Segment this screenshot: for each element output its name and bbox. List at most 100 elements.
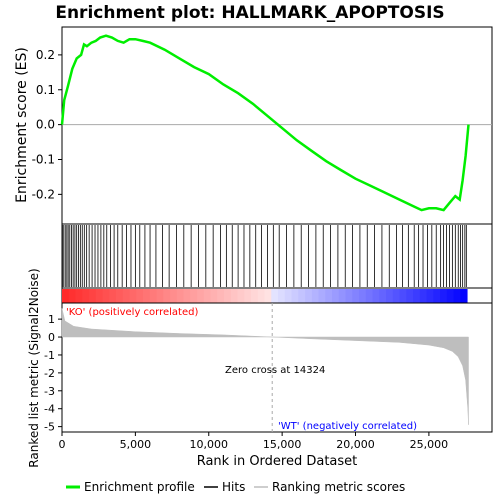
metric-y-ticks: 1 0 -1 -2 -3 -4 -5 bbox=[44, 313, 62, 434]
x-tick-label: 5,000 bbox=[120, 438, 152, 451]
metric-y-axis-label: Ranked list metric (Signal2Noise) bbox=[27, 268, 41, 467]
color-bar-segment bbox=[89, 289, 97, 303]
color-bar-segment bbox=[129, 289, 137, 303]
color-bar-segment bbox=[365, 289, 374, 303]
color-bar-segment bbox=[278, 289, 286, 303]
color-bar-segment bbox=[82, 289, 90, 303]
color-bar-segment bbox=[102, 289, 110, 303]
color-bar-segment bbox=[379, 289, 387, 303]
color-bar-segment bbox=[136, 289, 144, 303]
metric-panel: 1 0 -1 -2 -3 -4 -5 'KO' (positively correlated… bbox=[27, 268, 493, 468]
hits-panel bbox=[61, 223, 493, 289]
color-bar-segment bbox=[406, 289, 414, 303]
color-bar-segment bbox=[75, 289, 83, 303]
wt-label: 'WT' (negatively correlated) bbox=[278, 421, 417, 432]
es-y-tick-label: 0.2 bbox=[36, 48, 55, 62]
es-y-tick-label: 0.1 bbox=[36, 83, 55, 97]
ranking-metric-area bbox=[61, 308, 469, 425]
color-bar-segment bbox=[217, 289, 225, 303]
color-bar-segment bbox=[122, 289, 131, 303]
color-bar-segment bbox=[332, 289, 340, 303]
color-bar-segment bbox=[109, 289, 117, 303]
color-bar-segment bbox=[62, 289, 70, 303]
color-bar-segment bbox=[298, 289, 306, 303]
color-bar-segment bbox=[318, 289, 326, 303]
color-bar-segment bbox=[460, 289, 468, 303]
x-axis-label: Rank in Ordered Dataset bbox=[197, 454, 358, 469]
hit-lines bbox=[62, 225, 467, 287]
color-bar-segments bbox=[62, 289, 468, 303]
es-y-axis-label: Enrichment score (ES) bbox=[14, 47, 30, 203]
color-bar-segment bbox=[251, 289, 259, 303]
metric-y-tick-label: -2 bbox=[44, 367, 55, 380]
enrichment-profile-line bbox=[60, 34, 470, 212]
color-bar-segment bbox=[291, 289, 299, 303]
color-bar-segment bbox=[143, 289, 151, 303]
color-bar-segment bbox=[156, 289, 164, 303]
color-bar-segment bbox=[359, 289, 367, 303]
metric-y-tick-label: -4 bbox=[44, 403, 55, 416]
x-tick-label: 15,000 bbox=[263, 438, 302, 451]
color-bar-segment bbox=[426, 289, 434, 303]
color-bar-segment bbox=[95, 289, 104, 303]
es-y-tick-label: 0.0 bbox=[36, 118, 55, 132]
es-y-tick-label: -0.1 bbox=[32, 152, 55, 166]
color-bar-segment bbox=[453, 289, 461, 303]
metric-y-tick-label: 0 bbox=[48, 331, 55, 344]
color-bar-segment bbox=[392, 289, 401, 303]
es-y-tick-label: -0.2 bbox=[32, 187, 55, 201]
correlation-color-bar bbox=[61, 287, 493, 304]
color-bar-segment bbox=[224, 289, 232, 303]
color-bar-segment bbox=[338, 289, 347, 303]
metric-y-tick-label: -5 bbox=[44, 421, 55, 434]
color-bar-segment bbox=[244, 289, 252, 303]
color-bar-segment bbox=[399, 289, 407, 303]
color-bar-segment bbox=[386, 289, 394, 303]
color-bar-segment bbox=[210, 289, 218, 303]
es-y-ticks: 0.2 0.1 0.0 -0.1 -0.2 bbox=[32, 48, 62, 201]
color-bar-segment bbox=[183, 289, 191, 303]
metric-y-tick-label: -1 bbox=[44, 349, 55, 362]
x-tick-label: 10,000 bbox=[190, 438, 229, 451]
metric-panel-frame bbox=[61, 302, 493, 433]
color-bar-segment bbox=[264, 289, 272, 303]
legend-hits-label: Hits bbox=[222, 480, 245, 494]
legend-profile-label: Enrichment profile bbox=[84, 480, 195, 494]
x-tick-label: 20,000 bbox=[336, 438, 375, 451]
color-bar-segment bbox=[352, 289, 360, 303]
chart-title: Enrichment plot: HALLMARK_APOPTOSIS bbox=[55, 3, 444, 23]
color-bar-segment bbox=[325, 289, 333, 303]
color-bar-segment bbox=[203, 289, 212, 303]
color-bar-segment bbox=[197, 289, 205, 303]
color-bar-segment bbox=[237, 289, 245, 303]
ko-label: 'KO' (positively correlated) bbox=[66, 307, 198, 318]
color-bar-segment bbox=[433, 289, 441, 303]
color-bar-segment bbox=[68, 289, 77, 303]
color-bar-segment bbox=[170, 289, 178, 303]
color-bar-segment bbox=[305, 289, 313, 303]
color-bar-segment bbox=[440, 289, 448, 303]
color-bar-segment bbox=[419, 289, 428, 303]
color-bar-segment bbox=[446, 289, 455, 303]
color-bar-segment bbox=[413, 289, 421, 303]
color-bar-segment bbox=[345, 289, 353, 303]
color-bar-segment bbox=[372, 289, 380, 303]
color-bar-segment bbox=[190, 289, 198, 303]
legend: Enrichment profile Hits Ranking metric s… bbox=[66, 480, 405, 494]
metric-y-tick-label: -3 bbox=[44, 385, 55, 398]
color-bar-segment bbox=[271, 289, 279, 303]
color-bar-segment bbox=[230, 289, 239, 303]
color-bar-segment bbox=[311, 289, 320, 303]
legend-metric-label: Ranking metric scores bbox=[272, 480, 405, 494]
zero-cross-label: Zero cross at 14324 bbox=[225, 365, 325, 376]
x-tick-label: 0 bbox=[59, 438, 66, 451]
color-bar-segment bbox=[116, 289, 124, 303]
x-tick-label: 25,000 bbox=[410, 438, 449, 451]
color-bar-segment bbox=[176, 289, 185, 303]
es-panel: 0.2 0.1 0.0 -0.1 -0.2 Enrichment score (ES) bbox=[14, 26, 493, 225]
color-bar-segment bbox=[257, 289, 266, 303]
color-bar-segment bbox=[163, 289, 171, 303]
metric-y-tick-label: 1 bbox=[48, 313, 55, 326]
x-axis-ticks: 0 5,000 10,000 15,000 20,000 25,000 bbox=[59, 432, 449, 451]
